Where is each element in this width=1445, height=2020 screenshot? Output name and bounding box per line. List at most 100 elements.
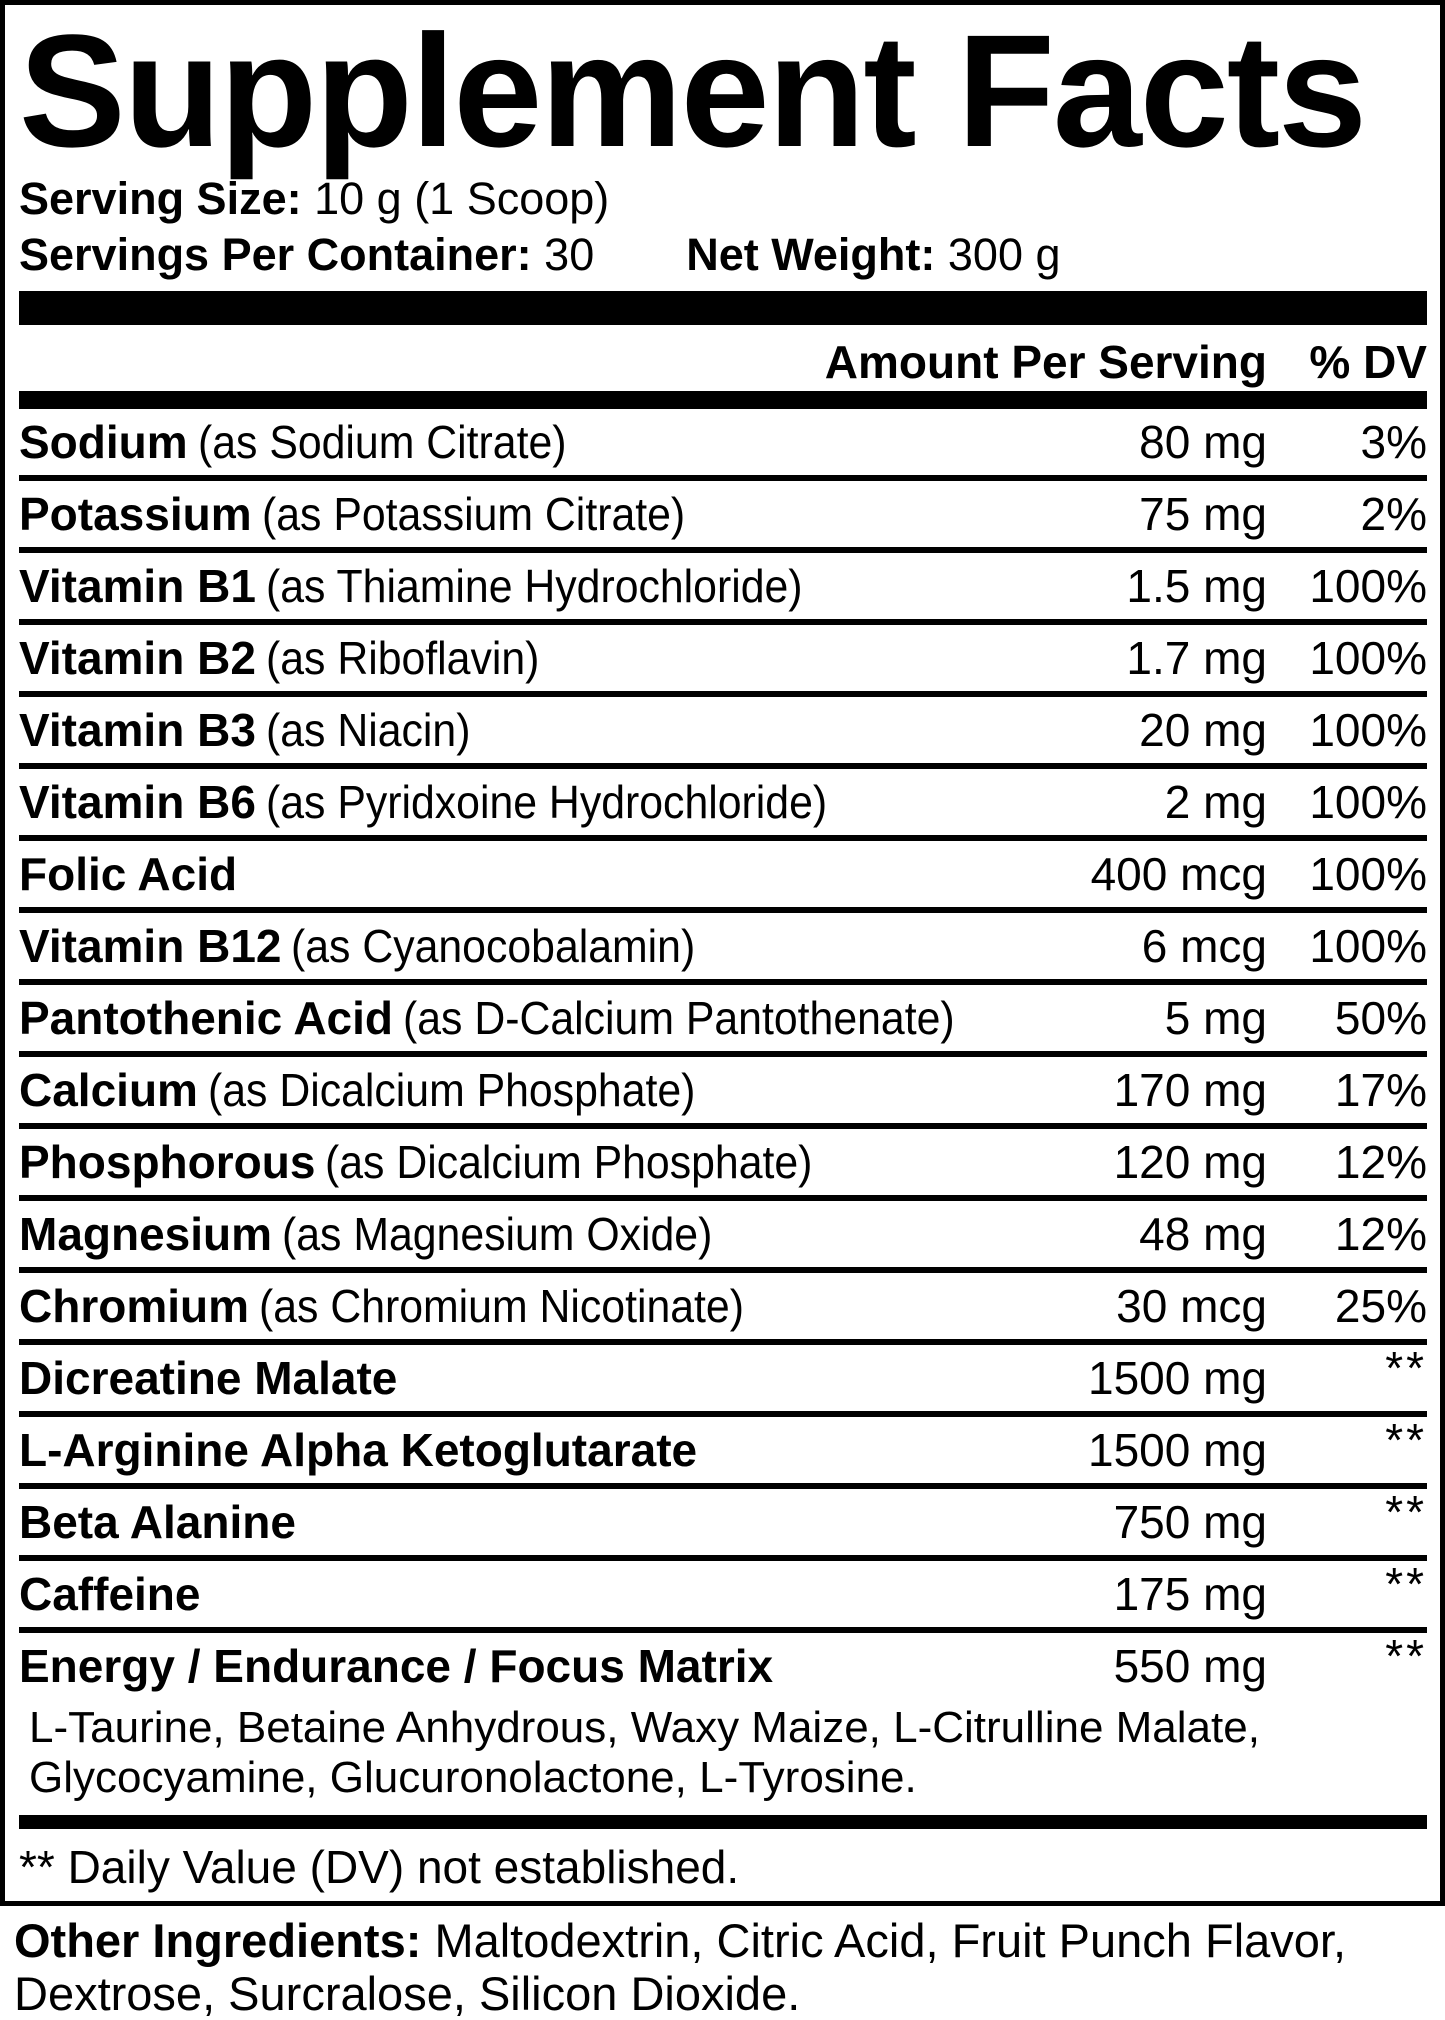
nutrient-row: Potassium (as Potassium Citrate) 75 mg 2%	[19, 481, 1427, 553]
nutrient-dv: 17%	[1334, 1064, 1427, 1116]
nutrient-row: Beta Alanine 750 mg **	[19, 1486, 1427, 1561]
nutrient-row: Chromium (as Chromium Nicotinate) 30 mcg …	[19, 1273, 1427, 1345]
nutrient-dv: **	[1385, 1342, 1427, 1394]
nutrient-dv: 100%	[1309, 632, 1427, 684]
nutrient-amount: 2 mg	[1164, 776, 1267, 828]
nutrient-name-cell: Caffeine	[19, 1569, 1062, 1619]
nutrient-name: L-Arginine Alpha Ketoglutarate	[19, 1424, 698, 1476]
nutrient-row: Pantothenic Acid (as D-Calcium Pantothena…	[19, 985, 1427, 1057]
nutrient-name-cell: Magnesium (as Magnesium Oxide)	[19, 1209, 1062, 1259]
nutrient-source-detail: (as Magnesium Oxide)	[282, 1208, 713, 1260]
nutrient-amount: 75 mg	[1139, 488, 1267, 540]
page-title: Supplement Facts	[19, 1, 1367, 180]
nutrient-name-cell: Calcium (as Dicalcium Phosphate)	[19, 1065, 1062, 1115]
nutrient-name-cell: Dicreatine Malate	[19, 1353, 1062, 1403]
nutrient-dv: 12%	[1334, 1136, 1427, 1188]
nutrient-dv: 100%	[1309, 704, 1427, 756]
nutrient-row: Folic Acid 400 mcg 100%	[19, 841, 1427, 913]
nutrient-name: Dicreatine Malate	[19, 1352, 398, 1404]
nutrient-name: Sodium	[19, 416, 188, 468]
divider-bar-top	[19, 291, 1427, 325]
daily-value-footnote: ** Daily Value (DV) not established.	[19, 1841, 740, 1893]
nutrient-row: Phosphorous (as Dicalcium Phosphate) 120 …	[19, 1129, 1427, 1201]
nutrient-row: Caffeine 175 mg **	[19, 1558, 1427, 1633]
nutrient-name-cell: Pantothenic Acid (as D-Calcium Pantothena…	[19, 993, 1062, 1043]
nutrient-source-detail: (as Niacin)	[265, 704, 471, 756]
nutrient-name: Vitamin B12	[19, 920, 282, 972]
servings-net-weight-line: Servings Per Container: 30 Net Weight: 30…	[19, 227, 1427, 283]
nutrient-source-detail: (as Riboflavin)	[265, 632, 540, 684]
serving-size-line: Serving Size: 10 g (1 Scoop)	[19, 171, 1427, 227]
nutrient-amount: 550 mg	[1113, 1640, 1267, 1692]
facts-box: Supplement Facts Serving Size: 10 g (1 S…	[0, 0, 1445, 1906]
nutrient-name-cell: Vitamin B6 (as Pyridxoine Hydrochloride)	[19, 777, 1062, 827]
nutrient-name-cell: L-Arginine Alpha Ketoglutarate	[19, 1425, 1062, 1475]
nutrient-row: L-Arginine Alpha Ketoglutarate 1500 mg *…	[19, 1414, 1427, 1489]
nutrient-name: Magnesium	[19, 1208, 273, 1260]
nutrient-amount: 175 mg	[1113, 1568, 1267, 1620]
nutrient-table: Sodium (as Sodium Citrate) 80 mg 3% Potas…	[19, 409, 1427, 1699]
other-ingredients-value: Maltodextrin, Citric Acid, Fruit Punch F…	[14, 1914, 1347, 2020]
nutrient-name: Vitamin B3	[19, 704, 256, 756]
nutrient-name: Vitamin B1	[19, 560, 256, 612]
nutrient-dv: **	[1385, 1486, 1427, 1538]
nutrient-row: Sodium (as Sodium Citrate) 80 mg 3%	[19, 409, 1427, 481]
nutrient-amount: 30 mcg	[1116, 1280, 1267, 1332]
servings-per-container-value: 30	[544, 229, 595, 280]
nutrient-amount: 1500 mg	[1087, 1424, 1267, 1476]
nutrient-name: Caffeine	[19, 1568, 201, 1620]
nutrient-amount: 5 mg	[1164, 992, 1267, 1044]
percent-dv-header: % DV	[1309, 336, 1427, 388]
nutrient-name: Phosphorous	[19, 1136, 316, 1188]
nutrient-source-detail: (as Chromium Nicotinate)	[259, 1280, 744, 1332]
nutrient-source-detail: (as Dicalcium Phosphate)	[207, 1064, 696, 1116]
nutrient-source-detail: (as Thiamine Hydrochloride)	[265, 560, 803, 612]
nutrient-name: Energy / Endurance / Focus Matrix	[19, 1640, 774, 1692]
nutrient-row: Magnesium (as Magnesium Oxide) 48 mg 12%	[19, 1201, 1427, 1273]
other-ingredients: Other Ingredients: Maltodextrin, Citric …	[0, 1914, 1445, 2020]
nutrient-amount: 1.5 mg	[1126, 560, 1267, 612]
nutrient-dv: 100%	[1309, 560, 1427, 612]
nutrient-dv: **	[1385, 1558, 1427, 1610]
nutrient-row: Vitamin B1 (as Thiamine Hydrochloride) 1.…	[19, 553, 1427, 625]
nutrient-source-detail: (as Dicalcium Phosphate)	[325, 1136, 813, 1188]
servings-per-container-label: Servings Per Container:	[19, 229, 532, 280]
nutrient-row: Vitamin B3 (as Niacin) 20 mg 100%	[19, 697, 1427, 769]
matrix-ingredients-text: L-Taurine, Betaine Anhydrous, Waxy Maize…	[29, 1703, 1260, 1802]
nutrient-name-cell: Energy / Endurance / Focus Matrix	[19, 1641, 1062, 1691]
nutrient-dv: 100%	[1309, 920, 1427, 972]
nutrient-row: Energy / Endurance / Focus Matrix 550 mg…	[19, 1630, 1427, 1699]
net-weight-value: 300 g	[947, 229, 1061, 280]
nutrient-dv: **	[1385, 1630, 1427, 1682]
nutrient-name-cell: Vitamin B12 (as Cyanocobalamin)	[19, 921, 1062, 971]
nutrient-source-detail: (as Cyanocobalamin)	[291, 920, 696, 972]
nutrient-dv: 100%	[1309, 776, 1427, 828]
nutrient-dv: 100%	[1309, 848, 1427, 900]
nutrient-amount: 120 mg	[1113, 1136, 1267, 1188]
nutrient-source-detail: (as Pyridxoine Hydrochloride)	[265, 776, 828, 828]
column-header-row: Amount Per Serving % DV	[19, 325, 1427, 391]
nutrient-name-cell: Vitamin B3 (as Niacin)	[19, 705, 1062, 755]
nutrient-name: Potassium	[19, 488, 252, 540]
nutrient-row: Dicreatine Malate 1500 mg **	[19, 1342, 1427, 1417]
amount-per-serving-header: Amount Per Serving	[824, 336, 1267, 388]
nutrient-name-cell: Beta Alanine	[19, 1497, 1062, 1547]
nutrient-row: Calcium (as Dicalcium Phosphate) 170 mg 1…	[19, 1057, 1427, 1129]
nutrient-name-cell: Potassium (as Potassium Citrate)	[19, 489, 1062, 539]
nutrient-dv: 25%	[1334, 1280, 1427, 1332]
nutrient-name: Pantothenic Acid	[19, 992, 393, 1044]
nutrient-amount: 1.7 mg	[1126, 632, 1267, 684]
nutrient-dv: **	[1385, 1414, 1427, 1466]
nutrient-source-detail: (as D-Calcium Pantothenate)	[403, 992, 955, 1044]
nutrient-name-cell: Vitamin B1 (as Thiamine Hydrochloride)	[19, 561, 1062, 611]
nutrient-amount: 6 mcg	[1141, 920, 1267, 972]
nutrient-dv: 2%	[1360, 488, 1427, 540]
nutrient-row: Vitamin B6 (as Pyridxoine Hydrochloride) …	[19, 769, 1427, 841]
nutrient-amount: 400 mcg	[1090, 848, 1267, 900]
nutrient-name-cell: Folic Acid	[19, 849, 1062, 899]
divider-bar-bottom	[19, 1815, 1427, 1829]
other-ingredients-label: Other Ingredients:	[14, 1914, 422, 1967]
nutrient-amount: 170 mg	[1113, 1064, 1267, 1116]
serving-size-label: Serving Size:	[19, 173, 302, 224]
